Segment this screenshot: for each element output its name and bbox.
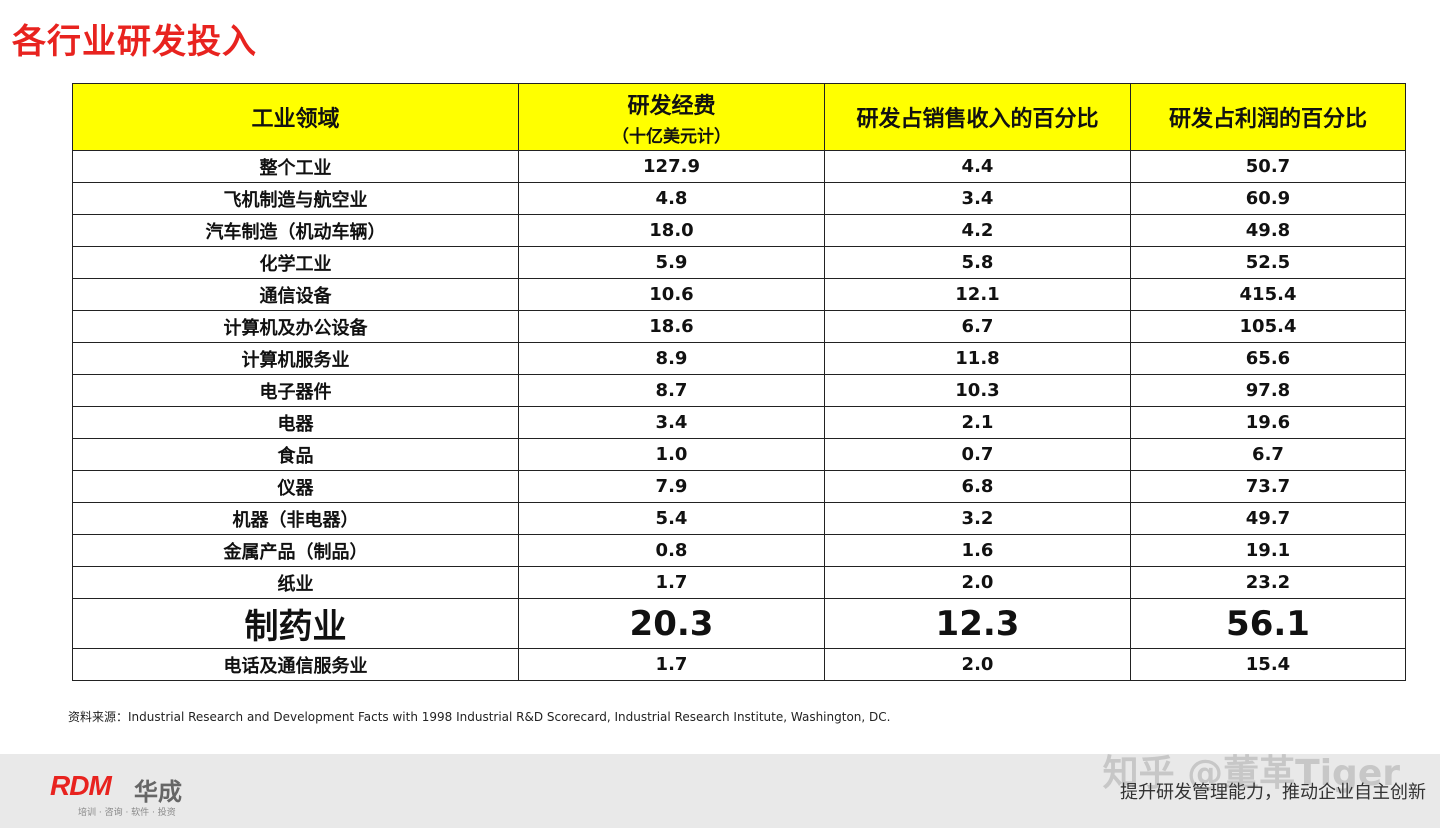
- cell-profit-pct: 49.7: [1130, 502, 1406, 535]
- cell-industry: 纸业: [72, 566, 519, 599]
- cell-profit-pct: 19.6: [1130, 406, 1406, 439]
- cell-rd: 127.9: [518, 150, 825, 183]
- header-rd-spend: 研发经费 （十亿美元计）: [518, 83, 825, 151]
- cell-industry: 整个工业: [72, 150, 519, 183]
- cell-rd: 1.7: [518, 566, 825, 599]
- header-rd-spend-label: 研发经费: [627, 93, 716, 119]
- cell-sales-pct: 3.4: [824, 182, 1131, 215]
- cell-profit-pct: 415.4: [1130, 278, 1406, 311]
- cell-profit-pct: 56.1: [1130, 598, 1406, 649]
- cell-sales-pct: 0.7: [824, 438, 1131, 471]
- footer-bar: RDM 华成 培训 · 咨询 · 软件 · 投资 知乎 @董革Tiger 提升研…: [0, 753, 1440, 828]
- rdm-logo: RDM: [50, 770, 112, 801]
- table-row: 电器 3.4 2.1 19.6: [72, 406, 1406, 439]
- cell-profit-pct: 105.4: [1130, 310, 1406, 343]
- cell-sales-pct: 2.1: [824, 406, 1131, 439]
- cell-rd: 20.3: [518, 598, 825, 649]
- cell-industry: 电话及通信服务业: [72, 648, 519, 681]
- cell-rd: 1.7: [518, 648, 825, 681]
- cell-sales-pct: 6.8: [824, 470, 1131, 503]
- rd-table: 工业领域 研发经费 （十亿美元计） 研发占销售收入的百分比 研发占利润的百分比 …: [72, 83, 1406, 681]
- source-note: 资料来源：Industrial Research and Development…: [68, 710, 891, 724]
- cell-profit-pct: 15.4: [1130, 648, 1406, 681]
- cell-rd: 8.7: [518, 374, 825, 407]
- table-row: 计算机及办公设备 18.6 6.7 105.4: [72, 310, 1406, 343]
- logo-subtitle: 培训 · 咨询 · 软件 · 投资: [78, 808, 176, 818]
- cell-industry: 化学工业: [72, 246, 519, 279]
- table-row: 食品 1.0 0.7 6.7: [72, 438, 1406, 471]
- table-row: 整个工业 127.9 4.4 50.7: [72, 150, 1406, 183]
- cell-industry: 计算机及办公设备: [72, 310, 519, 343]
- header-industry: 工业领域: [72, 83, 519, 151]
- table-row: 机器（非电器） 5.4 3.2 49.7: [72, 502, 1406, 535]
- cell-rd: 3.4: [518, 406, 825, 439]
- table-row: 电子器件 8.7 10.3 97.8: [72, 374, 1406, 407]
- cell-profit-pct: 60.9: [1130, 182, 1406, 215]
- cell-sales-pct: 11.8: [824, 342, 1131, 375]
- cell-rd: 4.8: [518, 182, 825, 215]
- cell-industry: 仪器: [72, 470, 519, 503]
- cell-rd: 8.9: [518, 342, 825, 375]
- cell-sales-pct: 12.1: [824, 278, 1131, 311]
- cell-rd: 7.9: [518, 470, 825, 503]
- cell-profit-pct: 49.8: [1130, 214, 1406, 247]
- table-row: 电话及通信服务业 1.7 2.0 15.4: [72, 648, 1406, 681]
- cell-sales-pct: 4.4: [824, 150, 1131, 183]
- cell-profit-pct: 19.1: [1130, 534, 1406, 567]
- table-row: 化学工业 5.9 5.8 52.5: [72, 246, 1406, 279]
- cell-rd: 10.6: [518, 278, 825, 311]
- cell-industry: 电子器件: [72, 374, 519, 407]
- table-row-highlight: 制药业 20.3 12.3 56.1: [72, 598, 1406, 649]
- cell-sales-pct: 2.0: [824, 648, 1131, 681]
- cell-industry: 金属产品（制品）: [72, 534, 519, 567]
- table-row: 纸业 1.7 2.0 23.2: [72, 566, 1406, 599]
- cell-profit-pct: 23.2: [1130, 566, 1406, 599]
- cell-industry: 电器: [72, 406, 519, 439]
- cell-industry: 计算机服务业: [72, 342, 519, 375]
- cell-industry: 食品: [72, 438, 519, 471]
- cell-rd: 1.0: [518, 438, 825, 471]
- cell-industry: 汽车制造（机动车辆）: [72, 214, 519, 247]
- cell-rd: 18.6: [518, 310, 825, 343]
- cell-sales-pct: 12.3: [824, 598, 1131, 649]
- cell-profit-pct: 97.8: [1130, 374, 1406, 407]
- cell-rd: 5.9: [518, 246, 825, 279]
- table-row: 通信设备 10.6 12.1 415.4: [72, 278, 1406, 311]
- header-rd-spend-unit: （十亿美元计）: [612, 126, 731, 147]
- table-row: 金属产品（制品） 0.8 1.6 19.1: [72, 534, 1406, 567]
- cell-rd: 5.4: [518, 502, 825, 535]
- cell-sales-pct: 10.3: [824, 374, 1131, 407]
- table-header-row: 工业领域 研发经费 （十亿美元计） 研发占销售收入的百分比 研发占利润的百分比: [72, 83, 1406, 151]
- cell-sales-pct: 3.2: [824, 502, 1131, 535]
- cell-rd: 18.0: [518, 214, 825, 247]
- tagline: 提升研发管理能力，推动企业自主创新: [1120, 782, 1426, 803]
- cell-sales-pct: 1.6: [824, 534, 1131, 567]
- logo-chinese-name: 华成: [134, 778, 182, 806]
- table-row: 飞机制造与航空业 4.8 3.4 60.9: [72, 182, 1406, 215]
- cell-sales-pct: 4.2: [824, 214, 1131, 247]
- cell-sales-pct: 6.7: [824, 310, 1131, 343]
- watermark: 知乎 @董革Tiger: [1102, 753, 1400, 794]
- cell-profit-pct: 6.7: [1130, 438, 1406, 471]
- table-row: 仪器 7.9 6.8 73.7: [72, 470, 1406, 503]
- page-title: 各行业研发投入: [12, 22, 257, 62]
- cell-sales-pct: 2.0: [824, 566, 1131, 599]
- header-sales-pct: 研发占销售收入的百分比: [824, 83, 1131, 151]
- cell-profit-pct: 52.5: [1130, 246, 1406, 279]
- cell-sales-pct: 5.8: [824, 246, 1131, 279]
- cell-profit-pct: 65.6: [1130, 342, 1406, 375]
- cell-industry: 制药业: [72, 598, 519, 649]
- table-row: 计算机服务业 8.9 11.8 65.6: [72, 342, 1406, 375]
- cell-industry: 飞机制造与航空业: [72, 182, 519, 215]
- cell-profit-pct: 50.7: [1130, 150, 1406, 183]
- cell-industry: 通信设备: [72, 278, 519, 311]
- header-profit-pct: 研发占利润的百分比: [1130, 83, 1406, 151]
- cell-rd: 0.8: [518, 534, 825, 567]
- cell-industry: 机器（非电器）: [72, 502, 519, 535]
- cell-profit-pct: 73.7: [1130, 470, 1406, 503]
- table-row: 汽车制造（机动车辆） 18.0 4.2 49.8: [72, 214, 1406, 247]
